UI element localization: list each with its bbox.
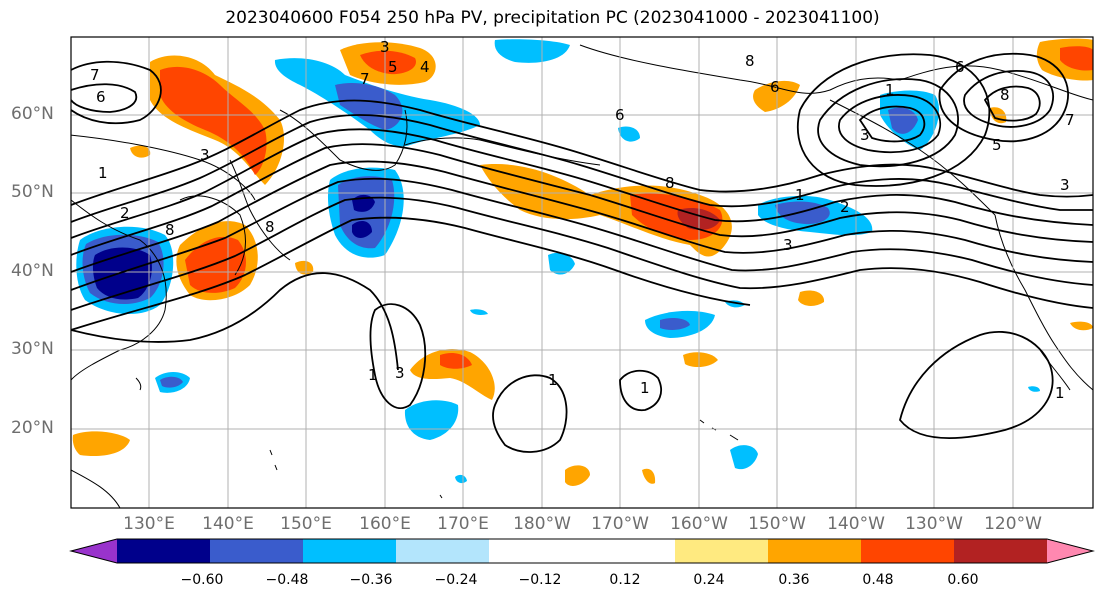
- contour-label: 8: [165, 221, 175, 239]
- lat-label-20n: 20°N: [11, 418, 54, 438]
- contour-label: 2: [840, 198, 850, 216]
- lon-label-170e: 170°E: [437, 514, 489, 534]
- lon-label-140e: 140°E: [202, 514, 254, 534]
- contour-label: 8: [1000, 86, 1010, 104]
- contour-label: 7: [360, 70, 370, 88]
- colorbar-tick-label: −0.60: [180, 572, 224, 588]
- colorbar-segment: [861, 539, 955, 563]
- colorbar-segment: [954, 539, 1048, 563]
- colorbar-tick-label: 0.36: [778, 572, 810, 588]
- colorbar-segments: [117, 539, 1048, 563]
- colorbar-segment: [117, 539, 211, 563]
- coastlines: [71, 44, 1093, 508]
- colorbar-tick-label: 0.12: [609, 572, 641, 588]
- colorbar-tick-label: −0.24: [434, 572, 478, 588]
- lon-label-150e: 150°E: [280, 514, 332, 534]
- contour-label: 2: [120, 204, 130, 222]
- contour-label: 3: [860, 126, 870, 144]
- contour-label: 1: [368, 366, 378, 384]
- contour-label: 6: [955, 58, 965, 76]
- colorbar-segment: [303, 539, 397, 563]
- contour-label: 1: [885, 81, 895, 99]
- colorbar-segment: [675, 539, 769, 563]
- contour-label: 4: [420, 58, 430, 76]
- lon-label-160w: 160°W: [670, 514, 728, 534]
- contour-label: 6: [96, 88, 106, 106]
- lon-label-140w: 140°W: [827, 514, 885, 534]
- contour-label: 7: [90, 66, 100, 84]
- colorbar-tick-label: −0.48: [265, 572, 309, 588]
- contour-label: 1: [640, 379, 650, 397]
- contour-label: 3: [380, 38, 390, 56]
- contour-label: 8: [745, 52, 755, 70]
- lat-label-50n: 50°N: [11, 182, 54, 202]
- colorbar: [69, 538, 1095, 564]
- colorbar-tick-label: 0.24: [693, 572, 725, 588]
- contour-label: 5: [992, 136, 1002, 154]
- map-frame: [70, 36, 1094, 509]
- contour-label: 7: [1065, 111, 1075, 129]
- lat-label-60n: 60°N: [11, 104, 54, 124]
- contour-labels: 6 7 1 2 8 3 8 3 5 4 7 8 6 6 8 1 2 3 3 1 …: [90, 38, 1075, 402]
- colorbar-outline: [69, 538, 1095, 564]
- contour-label: 1: [1055, 384, 1065, 402]
- contour-label: 3: [200, 146, 210, 164]
- contour-label: 3: [395, 364, 405, 382]
- lon-label-180w: 180°W: [513, 514, 571, 534]
- lon-label-130w: 130°W: [905, 514, 963, 534]
- colorbar-segment: [582, 539, 676, 563]
- colorbar-segment: [396, 539, 490, 563]
- colorbar-segment: [768, 539, 862, 563]
- colorbar-segment: [210, 539, 304, 563]
- lon-label-160e: 160°E: [359, 514, 411, 534]
- colorbar-extend-max: [1047, 539, 1093, 563]
- colorbar-tick-label: 0.48: [862, 572, 894, 588]
- lat-label-30n: 30°N: [11, 339, 54, 359]
- colorbar-tick-label: −0.36: [349, 572, 393, 588]
- colorbar-tick-label: 0.60: [947, 572, 979, 588]
- colorbar-extend-min: [71, 539, 117, 563]
- pv-contours: [71, 52, 1093, 453]
- contour-label: 1: [98, 164, 108, 182]
- contour-label: 8: [265, 218, 275, 236]
- lon-label-150w: 150°W: [748, 514, 806, 534]
- colorbar-tick-label: −0.12: [518, 572, 562, 588]
- map-title: 2023040600 F054 250 hPa PV, precipitatio…: [225, 8, 880, 28]
- contour-label: 8: [665, 174, 675, 192]
- graticule: [71, 37, 1093, 508]
- contour-label: 1: [548, 371, 558, 389]
- lat-label-40n: 40°N: [11, 261, 54, 281]
- contour-label: 1: [795, 186, 805, 204]
- colorbar-segment: [489, 539, 583, 563]
- lon-label-120w: 120°W: [984, 514, 1042, 534]
- contour-label: 6: [770, 78, 780, 96]
- lon-label-130e: 130°E: [123, 514, 175, 534]
- contour-label: 5: [388, 58, 398, 76]
- contour-label: 6: [615, 106, 625, 124]
- lon-label-170w: 170°W: [591, 514, 649, 534]
- contour-label: 3: [783, 236, 793, 254]
- contour-label: 3: [1060, 176, 1070, 194]
